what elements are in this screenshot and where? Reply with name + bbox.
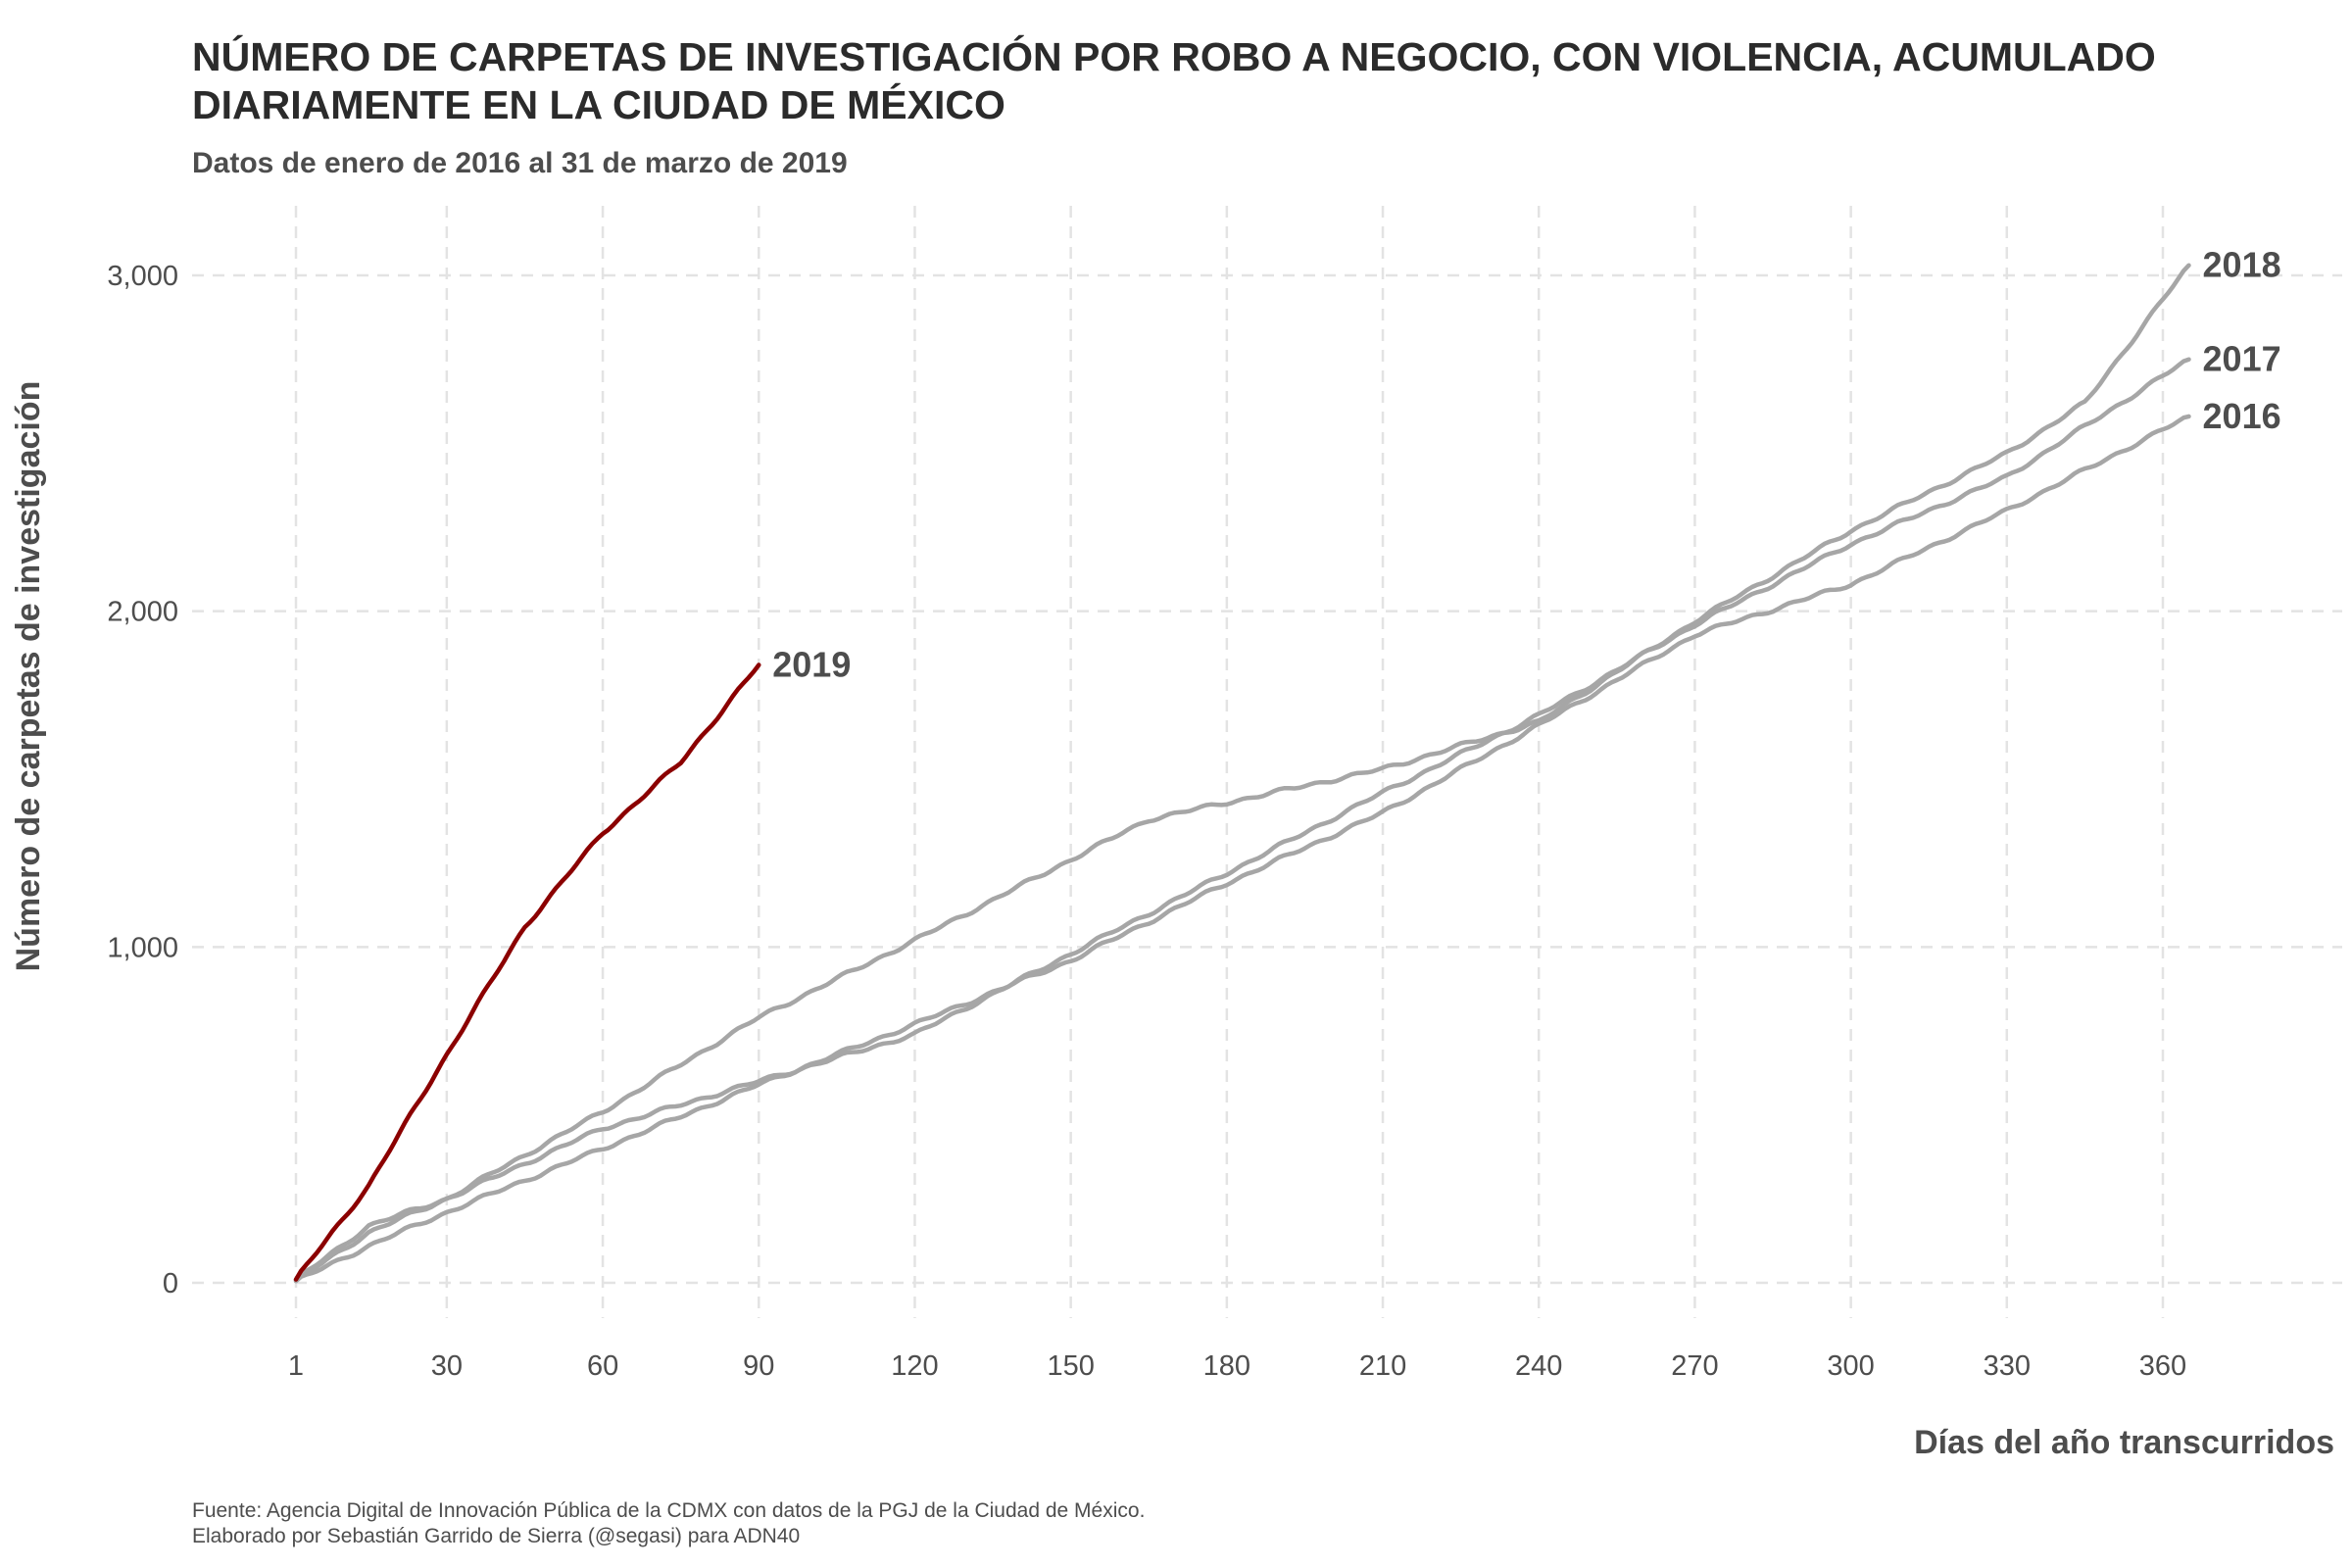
y-tick-label-1000: 1,000 — [107, 932, 178, 963]
series-line-2017 — [293, 357, 2191, 1283]
x-axis-title: Días del año transcurridos — [1914, 1424, 2334, 1461]
y-tick-label-3000: 3,000 — [107, 261, 178, 292]
chart-title-line-1: NÚMERO DE CARPETAS DE INVESTIGACIÓN POR … — [192, 34, 2156, 79]
caption-source: Fuente: Agencia Digital de Innovación Pú… — [192, 1499, 1146, 1522]
chart-title-line-2: DIARIAMENTE EN LA CIUDAD DE MÉXICO — [192, 82, 1005, 127]
x-tick-label-210: 210 — [1359, 1350, 1406, 1382]
series-label-2018: 2018 — [2203, 245, 2281, 285]
series-line-2018 — [293, 263, 2191, 1283]
chart-subtitle: Datos de enero de 2016 al 31 de marzo de… — [192, 147, 848, 179]
y-tick-label-0: 0 — [163, 1268, 178, 1299]
x-tick-label-240: 240 — [1515, 1350, 1562, 1382]
caption-author: Elaborado por Sebastián Garrido de Sierr… — [192, 1525, 801, 1547]
x-tick-label-60: 60 — [587, 1350, 618, 1382]
x-tick-label-270: 270 — [1671, 1350, 1718, 1382]
chart-title: NÚMERO DE CARPETAS DE INVESTIGACIÓN POR … — [192, 33, 2338, 129]
y-axis-title: Número de carpetas de investigación — [10, 381, 47, 972]
caption: Fuente: Agencia Digital de Innovación Pú… — [192, 1498, 1145, 1549]
series-label-2019: 2019 — [772, 644, 851, 684]
y-gridlines — [192, 273, 2342, 1285]
x-tick-labels: 1 30 60 90 120 150 180 210 240 270 300 330 360 — [288, 1350, 2186, 1382]
x-tick-label-150: 150 — [1047, 1350, 1094, 1382]
x-tick-label-30: 30 — [431, 1350, 463, 1382]
series-layer — [293, 263, 2191, 1284]
x-tick-label-90: 90 — [743, 1350, 774, 1382]
x-tick-label-330: 330 — [1984, 1350, 2031, 1382]
x-tick-label-360: 360 — [2139, 1350, 2186, 1382]
y-tick-label-2000: 2,000 — [107, 597, 178, 628]
x-tick-label-1: 1 — [288, 1350, 304, 1382]
y-tick-labels: 0 1,000 2,000 3,000 — [107, 261, 178, 1299]
series-label-2016: 2016 — [2203, 396, 2281, 436]
series-labels: 2016 2017 2018 2019 — [772, 245, 2280, 685]
x-gridlines — [294, 206, 2165, 1318]
series-label-2017: 2017 — [2203, 339, 2281, 379]
x-tick-label-120: 120 — [891, 1350, 938, 1382]
x-tick-label-300: 300 — [1827, 1350, 1874, 1382]
x-tick-label-180: 180 — [1203, 1350, 1250, 1382]
series-line-2019 — [293, 662, 761, 1282]
series-line-2016 — [293, 414, 2191, 1284]
